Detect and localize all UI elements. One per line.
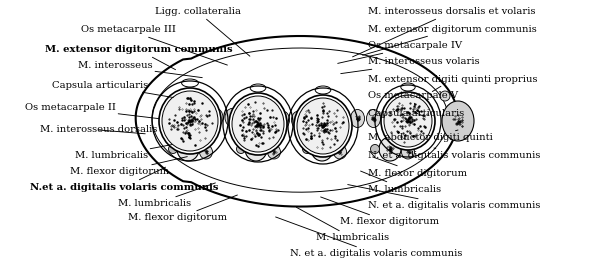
Ellipse shape [334,145,347,159]
Text: M. lumbricalis: M. lumbricalis [296,207,389,243]
Ellipse shape [225,109,239,127]
Text: M. flexor digitorum: M. flexor digitorum [128,195,238,222]
Ellipse shape [199,145,212,159]
Ellipse shape [159,88,221,154]
Text: N. et a. digitalis volaris communis: N. et a. digitalis volaris communis [368,148,541,160]
Ellipse shape [381,92,435,150]
Text: M. extensor digiti quinti proprius: M. extensor digiti quinti proprius [368,74,538,92]
Ellipse shape [371,144,380,153]
Text: M. interosseus: M. interosseus [77,61,202,78]
Text: M. interosseus volaris: M. interosseus volaris [341,57,479,74]
Ellipse shape [440,91,450,101]
Text: Os metacarpale II: Os metacarpale II [25,103,159,119]
Ellipse shape [245,137,267,161]
Text: M. extensor digitorum communis: M. extensor digitorum communis [45,45,233,70]
Ellipse shape [311,137,333,161]
Text: M. lumbricalis: M. lumbricalis [118,183,215,209]
Text: N. et a. digitalis volaris communis: N. et a. digitalis volaris communis [348,185,541,210]
Ellipse shape [169,144,178,153]
Ellipse shape [384,95,432,147]
Text: N.et a. digitalis volaris communis: N.et a. digitalis volaris communis [30,167,218,192]
Ellipse shape [232,96,284,152]
Text: M. interosseus dorsalis: M. interosseus dorsalis [40,126,157,135]
Ellipse shape [350,110,365,127]
Ellipse shape [292,111,305,129]
Text: M. lumbricalis: M. lumbricalis [361,171,441,193]
Ellipse shape [236,144,245,153]
Ellipse shape [297,98,349,154]
Ellipse shape [268,145,281,159]
Ellipse shape [229,93,287,155]
Text: M. lumbricalis: M. lumbricalis [76,144,172,160]
Text: Os metacarpale III: Os metacarpale III [80,26,227,65]
Text: Os metacarpale IV: Os metacarpale IV [338,41,462,63]
Ellipse shape [367,110,380,127]
Text: Capsula articularis: Capsula articularis [52,81,173,98]
Text: Capsula articularis: Capsula articularis [368,109,464,118]
Text: M. flexor digitorum: M. flexor digitorum [320,197,439,227]
Ellipse shape [162,91,218,151]
Text: M. flexor digitorum: M. flexor digitorum [368,157,467,177]
Text: N. et a. digitalis volaris communis: N. et a. digitalis volaris communis [275,217,463,259]
Ellipse shape [302,144,311,153]
Text: Ligg. collateralia: Ligg. collateralia [155,7,250,56]
Ellipse shape [209,109,223,127]
Ellipse shape [275,111,290,129]
Text: M. interosseus dorsalis et volaris: M. interosseus dorsalis et volaris [353,7,536,57]
Ellipse shape [294,95,352,157]
Text: Os metacarpale V: Os metacarpale V [368,92,458,106]
Text: M. extensor digitorum communis: M. extensor digitorum communis [362,24,537,55]
Ellipse shape [442,101,474,141]
Ellipse shape [379,137,401,161]
Text: M. flexor digitorum: M. flexor digitorum [70,157,187,177]
Text: M. abductor digiti quinti: M. abductor digiti quinti [368,130,493,143]
Ellipse shape [177,137,199,161]
Ellipse shape [401,145,415,159]
